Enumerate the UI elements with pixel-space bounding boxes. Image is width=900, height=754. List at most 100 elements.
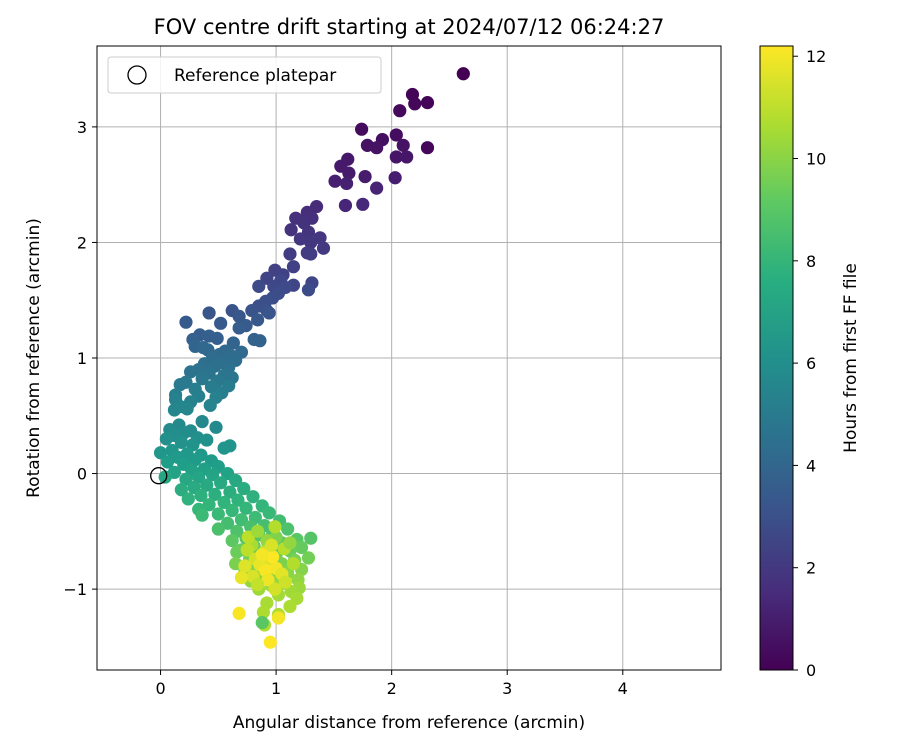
data-point: [316, 241, 331, 255]
data-point: [231, 493, 245, 507]
data-point: [293, 232, 307, 246]
chart-title: FOV centre drift starting at 2024/07/12 …: [154, 15, 665, 39]
data-point: [261, 573, 275, 587]
data-point: [304, 235, 318, 250]
data-point: [203, 398, 217, 412]
data-point: [195, 508, 209, 522]
data-point: [192, 470, 206, 484]
data-point: [338, 198, 353, 213]
data-point: [284, 223, 298, 237]
colorbar-ticks: 0 2 4 6 8 10 12: [793, 47, 826, 680]
data-points: [153, 67, 470, 649]
data-point: [358, 169, 372, 184]
x-axis-label: Angular distance from reference (arcmin): [233, 713, 585, 733]
data-point: [173, 377, 187, 392]
data-point: [301, 283, 316, 297]
data-point: [340, 176, 354, 191]
data-point: [209, 420, 223, 434]
data-point: [210, 331, 224, 345]
data-point: [200, 433, 214, 447]
data-point: [328, 174, 342, 188]
data-point: [301, 551, 316, 565]
data-point: [238, 559, 252, 573]
data-point: [396, 138, 410, 152]
data-point: [370, 181, 384, 195]
data-point: [229, 473, 243, 488]
data-point: [268, 520, 282, 534]
data-point: [283, 536, 297, 550]
y-axis-label: Rotation from reference (arcmin): [24, 218, 44, 498]
data-point: [251, 313, 265, 327]
colorbar: [760, 46, 793, 670]
data-point: [234, 570, 249, 585]
x-tick-label: 2: [387, 679, 397, 698]
y-tick-label: 1: [77, 349, 87, 368]
data-point: [232, 309, 246, 323]
data-point: [283, 247, 297, 261]
data-point: [174, 483, 188, 497]
data-point: [223, 485, 237, 499]
data-point: [230, 545, 244, 559]
data-point: [281, 522, 295, 536]
data-point: [158, 470, 172, 484]
data-point: [195, 372, 209, 386]
y-tick-label: 0: [77, 465, 87, 484]
colorbar-tick-label: 4: [806, 456, 816, 475]
data-point: [239, 501, 253, 515]
data-point: [240, 543, 254, 557]
legend-label: Reference platepar: [174, 66, 336, 86]
colorbar-tick-label: 12: [806, 47, 826, 66]
colorbar-tick-label: 8: [806, 252, 816, 271]
data-point: [420, 96, 435, 110]
data-point: [225, 533, 239, 548]
data-point: [263, 635, 277, 649]
data-point: [211, 507, 225, 521]
data-point: [179, 472, 193, 486]
data-point: [271, 611, 286, 625]
data-point: [255, 547, 269, 562]
y-tick-label: 3: [77, 118, 87, 137]
data-point: [181, 492, 195, 506]
data-point: [195, 414, 209, 429]
x-tick-label: 4: [618, 679, 628, 698]
reference-marker: [150, 467, 168, 485]
data-point: [204, 380, 218, 394]
legend-marker: [127, 65, 147, 85]
data-point: [251, 524, 265, 538]
data-point: [208, 487, 222, 501]
data-point: [262, 306, 276, 320]
legend-box: [107, 56, 382, 94]
data-point: [356, 197, 370, 211]
data-point: [159, 432, 173, 446]
data-point: [389, 128, 403, 142]
x-tick-label: 1: [271, 679, 281, 698]
data-point: [202, 306, 216, 320]
data-point: [232, 606, 246, 620]
x-tick-label: 0: [155, 679, 165, 698]
y-tick-label: 2: [77, 233, 87, 252]
data-point: [246, 490, 260, 504]
data-point: [180, 402, 194, 416]
data-point: [283, 599, 297, 614]
data-point: [262, 506, 276, 520]
data-point: [268, 582, 282, 596]
data-point: [217, 441, 231, 455]
data-point: [188, 453, 202, 467]
data-point: [174, 435, 188, 449]
data-point: [167, 403, 182, 417]
data-point: [200, 478, 214, 492]
data-point: [253, 334, 267, 348]
data-point: [304, 531, 318, 545]
y-ticks: −1 0 1 2 3: [63, 118, 97, 599]
data-point: [211, 522, 225, 536]
data-point: [234, 513, 249, 527]
colorbar-tick-label: 6: [806, 354, 816, 373]
data-point: [342, 166, 356, 180]
data-point: [160, 455, 175, 469]
data-point: [389, 150, 403, 164]
data-point: [225, 503, 239, 518]
data-point: [252, 279, 266, 293]
data-point: [304, 247, 318, 261]
data-point: [226, 336, 240, 350]
data-point: [194, 488, 208, 503]
